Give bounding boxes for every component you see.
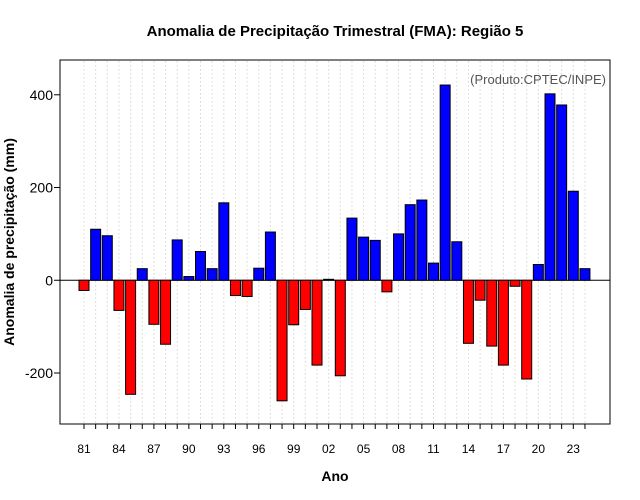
bar-89 <box>171 239 183 281</box>
bar-91 <box>195 251 206 281</box>
y-axis: -200 0 200 400 <box>25 87 60 381</box>
y-tick-label: -200 <box>25 365 53 381</box>
x-tick-label: 87 <box>147 442 161 456</box>
y-tick-label: 200 <box>30 180 54 196</box>
bar-87 <box>148 279 160 325</box>
bar-93 <box>218 202 230 281</box>
bar-94 <box>229 279 241 297</box>
bar-03 <box>334 279 346 377</box>
y-axis-title: Anomalia de precipitação (mm) <box>1 138 17 346</box>
x-tick-label: 23 <box>567 442 581 456</box>
x-tick-label: 93 <box>217 442 231 456</box>
bar-88 <box>160 279 172 345</box>
x-tick-label: 02 <box>322 442 336 456</box>
bar-97 <box>264 231 276 281</box>
bar-06 <box>369 239 381 281</box>
x-tick-label: 20 <box>532 442 546 456</box>
plot-frame <box>59 59 611 425</box>
x-tick-label: 84 <box>112 442 126 456</box>
bar-96 <box>253 267 265 281</box>
bar-14 <box>462 279 474 344</box>
bars <box>78 84 591 402</box>
y-tick-label: 0 <box>45 272 53 288</box>
bar-20 <box>532 263 544 281</box>
bar-24 <box>579 268 591 281</box>
bar-15 <box>474 279 486 301</box>
bar-82 <box>90 228 102 281</box>
bar-92 <box>206 268 218 281</box>
bar-09 <box>404 204 416 281</box>
bar-04 <box>346 217 358 281</box>
bar-08 <box>393 233 405 281</box>
bar-86 <box>136 268 148 281</box>
bar-84 <box>113 279 125 311</box>
bar-85 <box>125 279 137 395</box>
x-tick-label: 08 <box>392 442 406 456</box>
y-tick-label: 400 <box>30 87 54 103</box>
bar-02 <box>323 278 335 281</box>
x-axis-title: Ano <box>321 468 348 484</box>
bar-00 <box>299 279 311 310</box>
bar-18 <box>509 279 521 287</box>
bar-83 <box>101 235 113 281</box>
x-tick-label: 81 <box>77 442 91 456</box>
bar-07 <box>381 279 393 293</box>
bar-99 <box>288 279 300 326</box>
bar-22 <box>556 104 568 281</box>
x-tick-label: 96 <box>252 442 266 456</box>
bar-90 <box>183 276 195 281</box>
bar-01 <box>311 279 323 366</box>
x-tick-label: 11 <box>427 442 440 456</box>
bar-11 <box>428 262 439 281</box>
bar-05 <box>358 236 370 281</box>
x-tick-label: 14 <box>462 442 476 456</box>
bar-16 <box>486 279 498 347</box>
bar-98 <box>276 279 288 402</box>
bar-23 <box>567 190 579 281</box>
bar-13 <box>451 241 463 281</box>
bar-17 <box>497 279 509 366</box>
grid-lines <box>83 61 586 423</box>
credit-label: (Produto:CPTEC/INPE) <box>470 72 606 87</box>
chart-title: Anomalia de Precipitação Trimestral (FMA… <box>147 23 524 40</box>
bar-81 <box>78 279 90 291</box>
x-tick-label: 17 <box>497 442 511 456</box>
bar-10 <box>416 199 428 281</box>
x-tick-label: 99 <box>287 442 301 456</box>
bar-19 <box>521 279 533 380</box>
bar-21 <box>544 93 556 281</box>
x-tick-label: 90 <box>182 442 196 456</box>
bar-95 <box>241 279 253 297</box>
x-axis: 81 84 87 90 93 96 99 02 05 08 11 14 17 20 23 <box>77 424 586 456</box>
x-tick-label: 05 <box>357 442 371 456</box>
bar-12 <box>439 84 451 281</box>
